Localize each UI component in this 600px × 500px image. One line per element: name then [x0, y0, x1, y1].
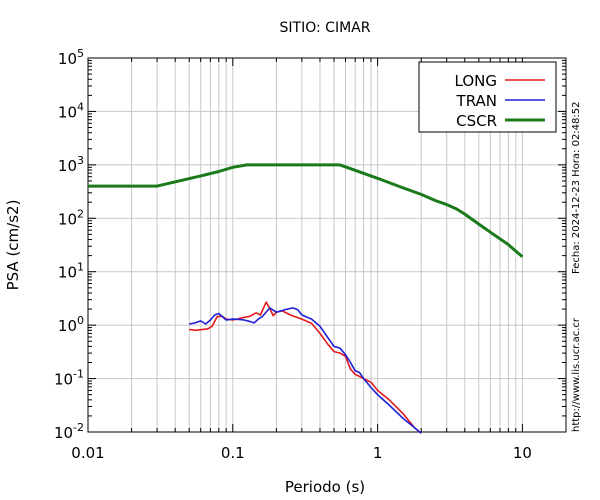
series-line-long — [189, 301, 422, 434]
y-tick-exponent: 0 — [77, 314, 84, 327]
source-url-text: http://www.lis.ucr.ac.cr — [571, 318, 582, 432]
y-tick-exponent: -2 — [73, 421, 84, 434]
timestamp-text: Fecha: 2024-12-23 Hora: 02:48:52 — [571, 101, 582, 275]
y-tick-label: 10-1 — [54, 368, 84, 389]
x-tick-label: 1 — [373, 444, 383, 462]
legend-label-cscr: CSCR — [456, 112, 497, 130]
y-tick-exponent: 2 — [77, 207, 84, 220]
plot-frame — [87, 57, 567, 433]
y-tick-label: 10-2 — [54, 421, 84, 442]
series-line-cscr — [88, 163, 524, 258]
series-line-tran — [189, 307, 422, 434]
y-tick-base: 10 — [58, 50, 77, 68]
y-tick-exponent: 1 — [77, 261, 84, 274]
y-tick-base: 10 — [58, 103, 77, 121]
legend: LONG TRAN CSCR — [418, 61, 557, 133]
y-tick-label: 104 — [58, 100, 84, 121]
y-tick-base: 10 — [58, 210, 77, 228]
x-tick-label: 0.1 — [221, 444, 245, 462]
x-tick-label: 10 — [513, 444, 532, 462]
y-tick-exponent: 5 — [77, 47, 84, 60]
grid — [87, 57, 567, 433]
y-tick-exponent: 4 — [77, 100, 84, 113]
y-tick-exponent: 3 — [77, 154, 84, 167]
legend-label-long: LONG — [455, 72, 497, 90]
y-tick-base: 10 — [54, 424, 73, 442]
chart-title: SITIO: CIMAR — [280, 20, 371, 36]
y-tick-label: 103 — [58, 154, 84, 175]
y-tick-exponent: -1 — [73, 368, 84, 381]
y-tick-base: 10 — [58, 157, 77, 175]
y-tick-label: 100 — [58, 314, 84, 335]
legend-label-tran: TRAN — [456, 92, 497, 110]
y-tick-base: 10 — [58, 264, 77, 282]
x-tick-label: 0.01 — [71, 444, 104, 462]
y-tick-base: 10 — [54, 371, 73, 389]
y-tick-label: 102 — [58, 207, 84, 228]
series-lines — [88, 163, 524, 434]
y-axis-label: PSA (cm/s2) — [4, 200, 22, 291]
x-axis-label: Periodo (s) — [285, 478, 365, 496]
y-tick-label: 105 — [58, 47, 84, 68]
y-tick-base: 10 — [58, 317, 77, 335]
y-tick-label: 101 — [58, 261, 84, 282]
